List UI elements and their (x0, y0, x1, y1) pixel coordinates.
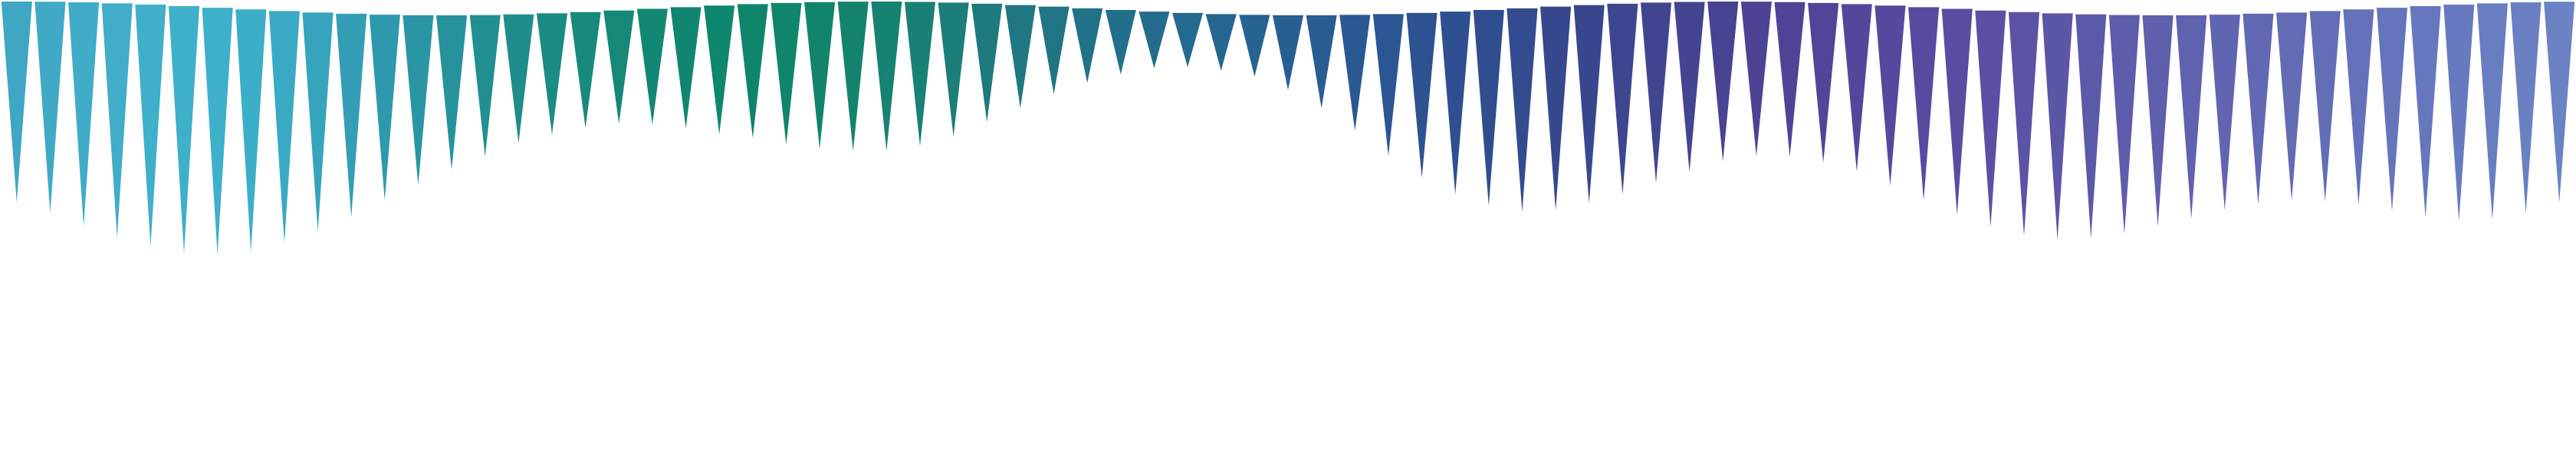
spike (1640, 2, 1672, 183)
spike (469, 15, 501, 157)
spike (871, 2, 902, 151)
spike (2008, 12, 2040, 237)
spike (1406, 12, 1438, 178)
spike (770, 2, 802, 145)
spike (336, 13, 367, 218)
spike (2309, 11, 2341, 202)
spike (369, 15, 400, 201)
spike (2510, 2, 2542, 214)
spike (1740, 2, 1772, 156)
spike (1707, 2, 1739, 162)
spike (1339, 15, 1371, 131)
spike (202, 8, 233, 255)
spike (1372, 14, 1404, 156)
spike (2209, 15, 2240, 211)
spike (1808, 2, 1839, 163)
spike (2075, 14, 2107, 239)
spike (302, 12, 334, 232)
spike (2376, 8, 2408, 212)
spike (1239, 15, 1270, 77)
spike (235, 9, 267, 252)
spike (2142, 15, 2174, 227)
spike (1841, 4, 1872, 172)
spike (1941, 8, 1973, 215)
spike (1908, 7, 1940, 201)
spike (1138, 12, 1170, 68)
spike (2176, 15, 2207, 219)
spike (570, 12, 601, 128)
spike (1607, 3, 1638, 195)
spike (503, 14, 534, 143)
spike (2042, 13, 2073, 241)
spike (2410, 5, 2441, 218)
spike (1540, 6, 1572, 211)
spike (1072, 8, 1103, 84)
spike (1105, 10, 1136, 75)
spike (1975, 10, 2006, 227)
spike (1272, 15, 1304, 90)
spike (2476, 3, 2508, 220)
spike (1674, 2, 1705, 172)
spike (2343, 9, 2374, 205)
spike (1004, 5, 1036, 109)
spike (1774, 2, 1806, 157)
spike (1172, 12, 1204, 67)
spike (636, 8, 668, 125)
spike (2544, 2, 2575, 203)
spike (971, 3, 1003, 123)
spike (2443, 4, 2475, 222)
spike (1, 2, 32, 203)
spike (704, 5, 735, 135)
spike (904, 2, 936, 146)
spike (436, 15, 468, 170)
spike (1306, 15, 1337, 108)
spike (536, 13, 568, 135)
spike (101, 3, 133, 238)
spike (268, 11, 300, 243)
spike (2276, 12, 2308, 201)
spike (68, 2, 100, 227)
spike (804, 2, 836, 150)
spike (1038, 6, 1070, 94)
spike (402, 15, 434, 186)
spike (603, 10, 635, 124)
spike (1473, 10, 1504, 206)
spike (135, 4, 166, 247)
spike (1506, 8, 1538, 212)
spike (34, 2, 66, 213)
spike (2242, 13, 2274, 205)
spike (1440, 12, 1471, 195)
spike (1875, 5, 1906, 186)
spike (1573, 5, 1605, 204)
spike (837, 2, 869, 151)
spike (670, 7, 702, 129)
spike (737, 4, 768, 139)
spike (2108, 15, 2140, 235)
spike (1205, 14, 1237, 71)
spike (168, 5, 200, 254)
spike (938, 2, 969, 137)
